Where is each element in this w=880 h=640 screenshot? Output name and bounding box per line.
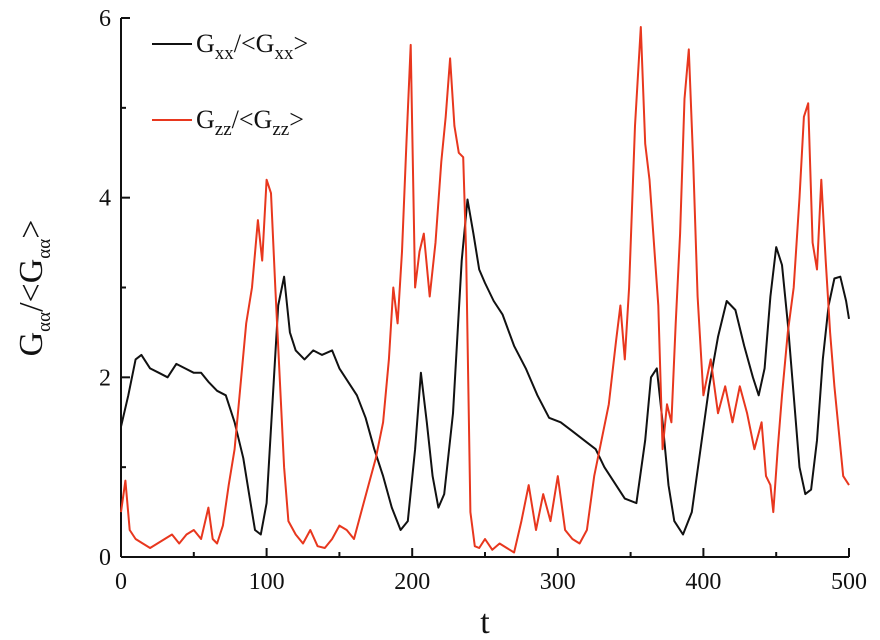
legend-item-gxx: Gxx/<Gxx> [152,29,308,64]
x-ticks: 0 100 200 300 400 500 [115,548,867,595]
series-line-zz [120,26,850,554]
legend: Gxx/<Gxx> Gzz/<Gzz> [152,29,308,140]
y-tick-label: 0 [99,545,111,571]
y-axis-title-sub2: αα [34,239,55,259]
series-line-xx [120,198,850,536]
y-tick-label: 4 [99,186,111,212]
legend-label-gzz: Gzz/<Gzz> [196,105,304,140]
y-axis-title-end: > [13,220,50,239]
x-axis-title: t [480,604,490,640]
y-axis-title-mid: /<G [13,259,50,312]
x-tick-label: 500 [831,569,867,595]
x-tick-label: 200 [394,569,430,595]
y-axis-title-main: G [13,332,50,357]
y-tick-label: 6 [99,6,111,32]
x-tick-label: 400 [685,569,721,595]
series-group [120,26,850,554]
plot-area: 0 2 4 6 0 100 200 300 400 500 [99,6,867,595]
legend-item-gzz: Gzz/<Gzz> [152,105,304,140]
x-tick-label: 300 [540,569,576,595]
y-axis-title: Gαα/<Gαα> [13,220,55,357]
legend-label-gxx: Gxx/<Gxx> [196,29,308,64]
y-axis-title-sub: αα [34,312,55,332]
y-ticks: 0 2 4 6 [99,6,130,571]
x-tick-label: 100 [249,569,285,595]
y-tick-label: 2 [99,365,111,391]
x-tick-label: 0 [115,569,127,595]
